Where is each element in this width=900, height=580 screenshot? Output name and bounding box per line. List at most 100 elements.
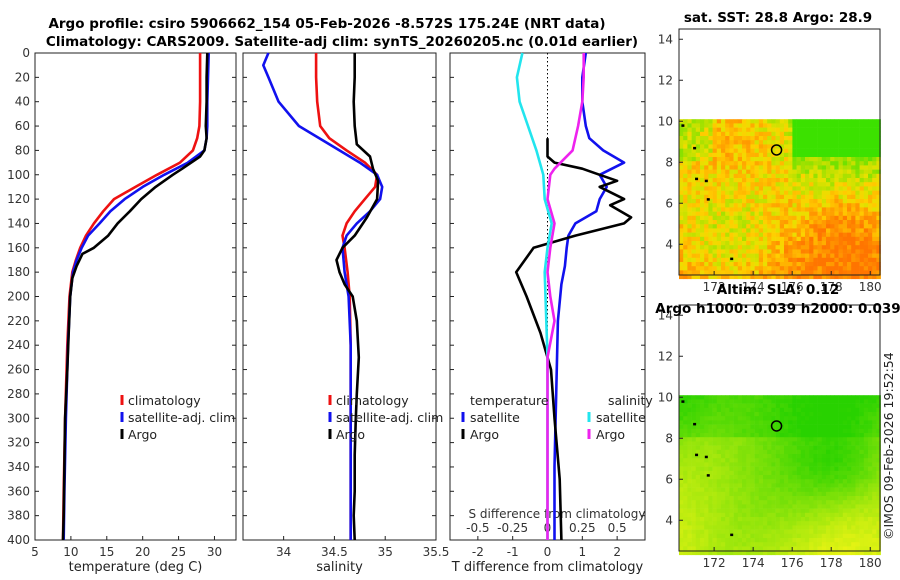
- sla-map-cell: [851, 420, 856, 425]
- sst-map-cell: [708, 182, 713, 187]
- sst-map-cell: [729, 144, 734, 149]
- sst-map-cell: [767, 241, 772, 246]
- sst-map-cell: [779, 215, 785, 221]
- sst-map-cell: [842, 257, 848, 263]
- sst-map-cell: [821, 249, 827, 254]
- sla-map-cell: [779, 437, 785, 442]
- sla-map-cell: [805, 466, 810, 472]
- sla-map-cell: [868, 508, 873, 514]
- sla-map-cell: [704, 550, 709, 556]
- sla-map-cell: [691, 441, 697, 446]
- sst-map-cell: [847, 249, 852, 254]
- sst-map-cell: [767, 178, 772, 183]
- sla-map-cell: [729, 546, 734, 551]
- sst-map-cell: [725, 123, 730, 128]
- sla-map-cell: [733, 517, 739, 522]
- sla-map-cell: [838, 487, 844, 493]
- sla-map-cell: [826, 517, 831, 522]
- sst-map-cell: [687, 136, 692, 141]
- sst-map-cell: [725, 220, 730, 225]
- sst-map-cell: [830, 136, 835, 141]
- sla-map-cell: [725, 508, 730, 514]
- sla-map-cell: [733, 538, 739, 543]
- sst-map-cell: [695, 157, 701, 162]
- sst-map-cell: [775, 245, 781, 250]
- sla-map-cell: [700, 491, 705, 497]
- sla-map-cell: [830, 454, 835, 459]
- sst-map-cell: [716, 266, 722, 271]
- sst-map-cell: [700, 152, 705, 158]
- sst-map-cell: [872, 165, 877, 170]
- sla-map-cell: [683, 546, 688, 551]
- sst-map-cell: [725, 136, 730, 141]
- sst-map-cell: [868, 245, 873, 250]
- sla-map-cell: [868, 550, 873, 556]
- salinity-legend-label: climatology: [336, 393, 409, 408]
- sla-map-cell: [847, 500, 852, 505]
- sla-map-cell: [775, 424, 781, 430]
- sst-map-cell: [679, 257, 684, 263]
- sst-map-cell: [683, 194, 688, 200]
- sst-map-cell: [763, 199, 768, 204]
- sla-map-cell: [700, 395, 705, 400]
- sst-map-cell: [687, 152, 692, 158]
- sla-map-cell: [742, 454, 747, 459]
- sla-map-cell: [691, 529, 697, 535]
- sla-map-cell: [792, 445, 797, 451]
- sla-map-cell: [800, 433, 806, 438]
- sla-map-cell: [683, 449, 688, 455]
- sla-map-cell: [847, 449, 852, 455]
- sst-map-cell: [779, 182, 785, 187]
- sla-map-cell: [750, 454, 755, 459]
- sla-map-cell: [721, 428, 726, 434]
- sla-map-cell: [687, 437, 692, 442]
- sla-map-cell: [826, 403, 831, 409]
- sst-map-cell: [868, 232, 873, 238]
- sla-map-cell: [830, 546, 835, 551]
- sla-map-cell: [691, 546, 697, 551]
- sla-map-cell: [700, 416, 705, 421]
- sst-map-cell: [809, 274, 814, 280]
- sst-map-cell: [826, 220, 831, 225]
- sla-map-cell: [737, 538, 743, 543]
- sla-map-cell: [737, 483, 743, 488]
- sla-map-cell: [792, 550, 797, 556]
- sla-map-cell: [695, 546, 701, 551]
- sst-map-cell: [725, 190, 730, 196]
- sla-map-cell: [779, 487, 785, 493]
- sla-map-cell: [800, 542, 806, 547]
- sla-map-cell: [821, 454, 827, 459]
- sst-map-cell: [834, 207, 839, 212]
- sst-map-cell: [771, 232, 776, 238]
- sst-map-cell: [876, 123, 881, 128]
- sst-map-cell: [805, 253, 810, 259]
- sst-map-cell: [750, 194, 755, 200]
- sla-map-cell: [784, 512, 789, 518]
- sst-map-cell: [821, 194, 827, 200]
- sla-map-cell: [729, 470, 734, 476]
- sst-map-cell: [830, 207, 835, 212]
- sla-map-cell: [750, 428, 755, 434]
- sst-map-cell: [691, 140, 697, 145]
- sst-map-cell: [805, 199, 810, 204]
- sst-map-cell: [758, 152, 764, 158]
- sla-map-cell: [746, 412, 751, 417]
- sla-map-cell: [683, 550, 688, 556]
- sla-map-cell: [763, 449, 768, 455]
- sla-map-cell: [712, 454, 718, 459]
- sst-map-cell: [721, 140, 726, 145]
- sst-map-cell: [708, 194, 713, 200]
- sla-map-cell: [788, 504, 793, 509]
- sla-map-cell: [834, 525, 839, 530]
- sla-map-cell: [716, 496, 722, 501]
- sla-map-cell: [725, 533, 730, 539]
- sla-map-cell: [767, 441, 772, 446]
- sst-map-cell: [687, 203, 692, 208]
- sst-map-cell: [737, 228, 743, 233]
- sst-map-cell: [784, 203, 789, 208]
- sla-map-cell: [788, 428, 793, 434]
- sla-map-cell: [830, 504, 835, 509]
- sst-map-cell: [851, 224, 856, 229]
- sla-map-cell: [716, 433, 722, 438]
